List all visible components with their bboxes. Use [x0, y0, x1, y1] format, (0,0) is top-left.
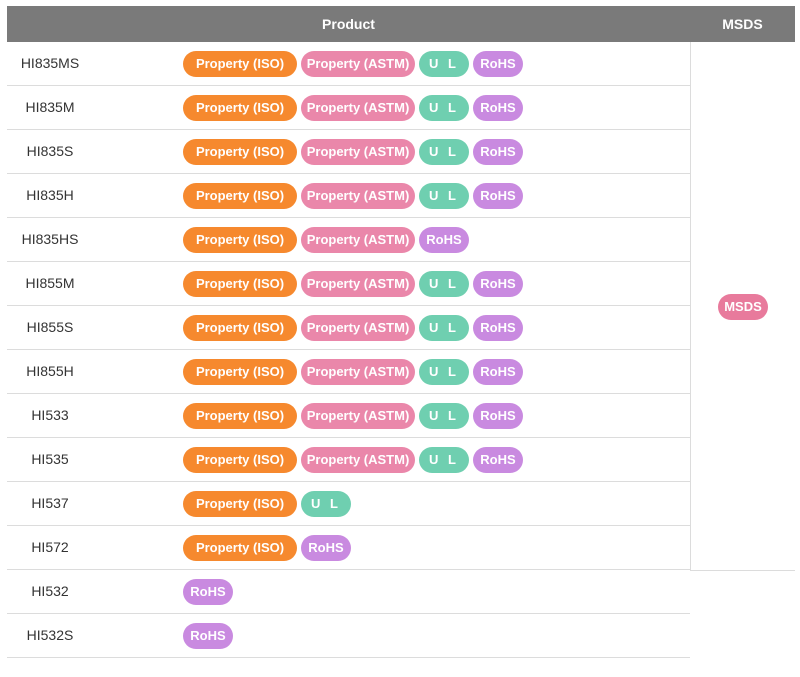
property-iso-button[interactable]: Property (ISO)	[183, 359, 297, 385]
rohs-button[interactable]: RoHS	[183, 623, 233, 649]
table-row: HI532 RoHS	[7, 570, 690, 614]
document-links: Property (ISO) Property (ASTM) U L RoHS	[183, 139, 527, 165]
ul-button[interactable]: U L	[419, 183, 469, 209]
msds-cell: MSDS	[690, 42, 795, 571]
document-links: Property (ISO) Property (ASTM) U L RoHS	[183, 95, 527, 121]
ul-button[interactable]: U L	[301, 491, 351, 517]
table-row: HI535 Property (ISO) Property (ASTM) U L RoH…	[7, 438, 690, 482]
property-astm-button[interactable]: Property (ASTM)	[301, 227, 415, 253]
document-links: Property (ISO) Property (ASTM) U L RoHS	[183, 403, 527, 429]
property-astm-button[interactable]: Property (ASTM)	[301, 447, 415, 473]
table-row: HI855M Property (ISO) Property (ASTM) U L Ro…	[7, 262, 690, 306]
document-links: Property (ISO) Property (ASTM) U L RoHS	[183, 51, 527, 77]
property-iso-button[interactable]: Property (ISO)	[183, 315, 297, 341]
product-name: HI835MS	[20, 55, 80, 71]
document-links: Property (ISO) Property (ASTM) U L RoHS	[183, 359, 527, 385]
table-row: HI855S Property (ISO) Property (ASTM) U L Ro…	[7, 306, 690, 350]
ul-button[interactable]: U L	[419, 51, 469, 77]
property-astm-button[interactable]: Property (ASTM)	[301, 403, 415, 429]
rohs-button[interactable]: RoHS	[473, 315, 523, 341]
property-astm-button[interactable]: Property (ASTM)	[301, 95, 415, 121]
property-astm-button[interactable]: Property (ASTM)	[301, 315, 415, 341]
property-iso-button[interactable]: Property (ISO)	[183, 491, 297, 517]
table-row: HI532S RoHS	[7, 614, 690, 658]
property-iso-button[interactable]: Property (ISO)	[183, 447, 297, 473]
table-row: HI855H Property (ISO) Property (ASTM) U L Ro…	[7, 350, 690, 394]
rohs-button[interactable]: RoHS	[473, 51, 523, 77]
document-links: Property (ISO) Property (ASTM) U L RoHS	[183, 315, 527, 341]
ul-button[interactable]: U L	[419, 447, 469, 473]
table-row: HI533 Property (ISO) Property (ASTM) U L RoH…	[7, 394, 690, 438]
ul-button[interactable]: U L	[419, 403, 469, 429]
product-name: HI835M	[25, 99, 75, 115]
product-name: HI572	[31, 539, 69, 555]
property-iso-button[interactable]: Property (ISO)	[183, 183, 297, 209]
document-links: RoHS	[183, 579, 237, 605]
table-row: HI835M Property (ISO) Property (ASTM) U L Ro…	[7, 86, 690, 130]
property-iso-button[interactable]: Property (ISO)	[183, 271, 297, 297]
document-links: Property (ISO) Property (ASTM) RoHS	[183, 227, 473, 253]
product-name: HI535	[31, 451, 69, 467]
rohs-button[interactable]: RoHS	[473, 183, 523, 209]
property-iso-button[interactable]: Property (ISO)	[183, 535, 297, 561]
rohs-button[interactable]: RoHS	[473, 139, 523, 165]
table-row: HI537 Property (ISO) U L	[7, 482, 690, 526]
product-name: HI835H	[26, 187, 74, 203]
document-links: RoHS	[183, 623, 237, 649]
product-name: HI537	[31, 495, 69, 511]
property-astm-button[interactable]: Property (ASTM)	[301, 183, 415, 209]
property-iso-button[interactable]: Property (ISO)	[183, 95, 297, 121]
document-links: Property (ISO) Property (ASTM) U L RoHS	[183, 183, 527, 209]
table-row: HI835HS Property (ISO) Property (ASTM) RoHS	[7, 218, 690, 262]
property-astm-button[interactable]: Property (ASTM)	[301, 271, 415, 297]
rohs-button[interactable]: RoHS	[473, 403, 523, 429]
property-iso-button[interactable]: Property (ISO)	[183, 403, 297, 429]
rohs-button[interactable]: RoHS	[183, 579, 233, 605]
property-iso-button[interactable]: Property (ISO)	[183, 51, 297, 77]
ul-button[interactable]: U L	[419, 95, 469, 121]
rohs-button[interactable]: RoHS	[473, 271, 523, 297]
rohs-button[interactable]: RoHS	[301, 535, 351, 561]
product-name: HI855M	[25, 275, 75, 291]
document-links: Property (ISO) U L	[183, 491, 355, 517]
table-row: HI835H Property (ISO) Property (ASTM) U L Ro…	[7, 174, 690, 218]
msds-column-header: MSDS	[722, 16, 763, 32]
table-row: HI835S Property (ISO) Property (ASTM) U L Ro…	[7, 130, 690, 174]
product-table: Product MSDS HI835MS Property (ISO) Proper…	[7, 6, 795, 658]
product-name: HI532	[31, 583, 69, 599]
document-links: Property (ISO) Property (ASTM) U L RoHS	[183, 447, 527, 473]
ul-button[interactable]: U L	[419, 139, 469, 165]
ul-button[interactable]: U L	[419, 315, 469, 341]
table-header: Product MSDS	[7, 6, 795, 42]
rohs-button[interactable]: RoHS	[473, 447, 523, 473]
product-name: HI533	[31, 407, 69, 423]
rohs-button[interactable]: RoHS	[473, 95, 523, 121]
product-name: HI855S	[26, 319, 74, 335]
ul-button[interactable]: U L	[419, 359, 469, 385]
rohs-button[interactable]: RoHS	[473, 359, 523, 385]
property-astm-button[interactable]: Property (ASTM)	[301, 139, 415, 165]
product-name: HI835HS	[21, 231, 79, 247]
property-iso-button[interactable]: Property (ISO)	[183, 139, 297, 165]
document-links: Property (ISO) RoHS	[183, 535, 355, 561]
property-astm-button[interactable]: Property (ASTM)	[301, 51, 415, 77]
product-name: HI855H	[26, 363, 74, 379]
property-astm-button[interactable]: Property (ASTM)	[301, 359, 415, 385]
ul-button[interactable]: U L	[419, 271, 469, 297]
table-row: HI572 Property (ISO) RoHS	[7, 526, 690, 570]
rohs-button[interactable]: RoHS	[419, 227, 469, 253]
product-name: HI835S	[26, 143, 74, 159]
product-column-header: Product	[322, 16, 375, 32]
document-links: Property (ISO) Property (ASTM) U L RoHS	[183, 271, 527, 297]
product-name: HI532S	[26, 627, 74, 643]
property-iso-button[interactable]: Property (ISO)	[183, 227, 297, 253]
msds-button[interactable]: MSDS	[718, 294, 768, 320]
